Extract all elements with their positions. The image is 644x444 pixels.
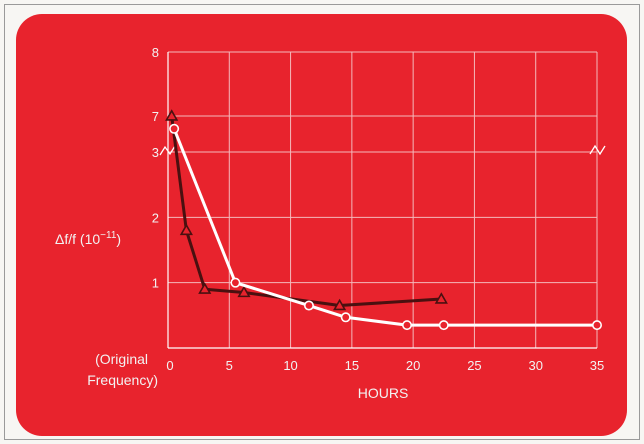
data-point-triangle bbox=[198, 282, 212, 294]
y-tick-label: 3 bbox=[152, 145, 159, 160]
data-point-triangle bbox=[165, 109, 179, 121]
x-axis-label: HOURS bbox=[358, 385, 409, 401]
data-point-circle bbox=[303, 300, 314, 311]
data-point-circle bbox=[230, 277, 241, 288]
x-tick-label: 30 bbox=[528, 358, 542, 373]
origin-label-line1: (Original bbox=[95, 351, 148, 367]
data-point-circle bbox=[340, 312, 351, 323]
data-point-triangle bbox=[179, 223, 193, 236]
data-point-triangle bbox=[333, 298, 347, 311]
data-point-triangle bbox=[434, 292, 448, 304]
chart-panel bbox=[16, 14, 627, 436]
x-tick-label: 25 bbox=[467, 358, 481, 373]
x-tick-label: 10 bbox=[283, 358, 297, 373]
x-tick-label: 35 bbox=[590, 358, 604, 373]
origin-label-line2: Frequency) bbox=[87, 372, 158, 388]
y-axis-break-right bbox=[589, 144, 606, 156]
data-point-circle bbox=[591, 320, 602, 331]
y-tick-label: 8 bbox=[152, 45, 159, 60]
data-point-circle bbox=[402, 320, 413, 331]
y-axis-label: Δf/f (10−11) bbox=[55, 230, 121, 247]
x-tick-label: 5 bbox=[226, 358, 233, 373]
y-axis-break-left bbox=[159, 145, 176, 156]
x-tick-label: 15 bbox=[345, 358, 359, 373]
data-point-circle bbox=[438, 320, 449, 331]
y-tick-label: 1 bbox=[152, 276, 159, 291]
data-point-circle bbox=[169, 123, 180, 134]
data-point-triangle bbox=[237, 285, 251, 298]
x-tick-label: 0 bbox=[166, 358, 173, 373]
y-tick-label: 7 bbox=[152, 109, 159, 124]
series-line-triangle bbox=[170, 115, 442, 308]
y-tick-label: 2 bbox=[152, 210, 159, 225]
series-line-circle bbox=[172, 128, 597, 327]
x-tick-label: 20 bbox=[406, 358, 420, 373]
